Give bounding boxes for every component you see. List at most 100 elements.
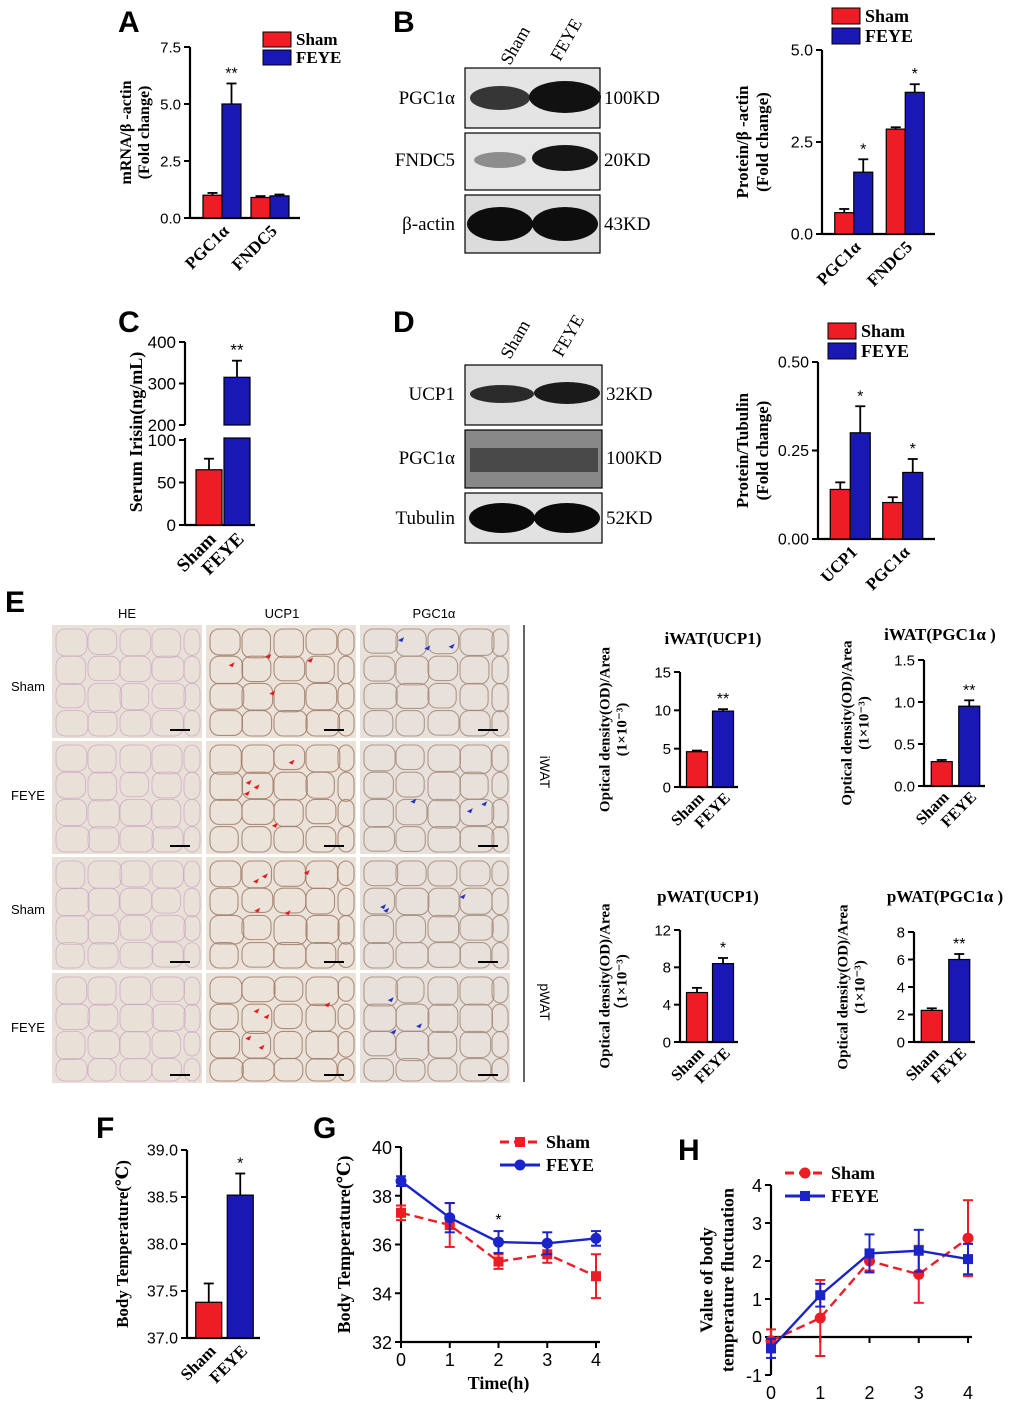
legend-d-feye-label: FEYE (861, 341, 909, 361)
significance-marker: ** (225, 65, 237, 82)
adipocyte-cell (273, 1003, 303, 1030)
adipocyte-cell (305, 1058, 338, 1082)
x-category-label: PGC1α (862, 542, 914, 594)
adipocyte-cell (209, 1058, 244, 1082)
adipocyte-cell (183, 860, 201, 888)
y-tick-label: 2.5 (791, 135, 813, 152)
x-tick-label: 4 (963, 1383, 973, 1403)
adipocyte-cell (87, 942, 119, 969)
panel-letter-a: A (118, 6, 140, 39)
adipocyte-cell (337, 860, 355, 887)
blot-b-size-row-3: 43KD (604, 214, 650, 235)
bar-group-2 (958, 705, 981, 787)
x-tick-label: 4 (591, 1350, 601, 1370)
adipocyte-cell (395, 655, 430, 686)
arrowhead-icon (269, 690, 276, 696)
adipocyte-cell (151, 628, 181, 658)
adipocyte-cell (151, 1003, 186, 1031)
bar-sham-1 (829, 488, 851, 540)
y-tick-label: 15 (654, 664, 671, 681)
y-tick-label: 1.5 (894, 652, 915, 669)
significance-marker: ** (230, 341, 244, 360)
arrowhead-icon (410, 798, 417, 804)
x-tick-label: 0 (396, 1350, 406, 1370)
bar-sham-1 (202, 194, 223, 219)
legend-g-feye-marker (514, 1159, 526, 1171)
y-tick-label: 2.5 (160, 153, 181, 170)
adipocyte-cell (337, 976, 355, 1002)
adipocyte-cell (151, 744, 183, 775)
histology-row-label-3: Sham (11, 902, 45, 917)
bar-group-1 (195, 1301, 223, 1339)
adipocyte-cell (395, 744, 425, 771)
panel-letter-f: F (96, 1112, 114, 1145)
blot-b-label-row-1: PGC1α (399, 88, 455, 109)
adipocyte-cell (183, 826, 201, 853)
adipocyte-cell (427, 1058, 458, 1082)
histology-tile-3-3 (360, 857, 510, 970)
arrowhead-icon (263, 1014, 270, 1020)
x-tick-label: 1 (815, 1383, 825, 1403)
x-category-label: PGC1α (181, 221, 233, 273)
adipocyte-cell (119, 915, 152, 941)
adipocyte-cell (273, 976, 304, 1002)
significance-marker: ** (717, 691, 729, 708)
adipocyte-cell (491, 1030, 509, 1058)
blot-d-band-tubulin-sham (469, 503, 535, 533)
adipocyte-cell (151, 826, 184, 853)
arrowhead-icon (466, 808, 473, 814)
arrowhead-icon (459, 893, 466, 899)
x-axis-label: Time(h) (468, 1373, 530, 1394)
adipocyte-cell (119, 628, 152, 657)
legend-g: Sham FEYE (500, 1132, 594, 1175)
adipocyte-cell (363, 976, 399, 1007)
y-tick-label: 0 (663, 779, 671, 796)
adipocyte-cell (491, 771, 509, 799)
chart-title: iWAT(PGC1α ) (884, 625, 996, 644)
significance-marker: ** (953, 936, 965, 953)
data-point (590, 1232, 602, 1244)
adipocyte-cell (305, 655, 335, 684)
adipocyte-cell (395, 1058, 426, 1082)
adipocyte-cell (459, 826, 495, 853)
legend-a-feye-label: FEYE (296, 48, 341, 67)
histology-row-label-2: FEYE (11, 788, 45, 803)
adipocyte-cell (363, 798, 394, 828)
histology-tile-3-1 (52, 857, 202, 970)
adipocyte-cell (337, 942, 355, 969)
adipocyte-cell (151, 683, 187, 709)
significance-marker: * (912, 66, 918, 83)
arrowhead-icon (252, 878, 259, 884)
adipocyte-cell (183, 915, 201, 942)
adipocyte-cell (241, 1003, 273, 1034)
adipocyte-cell (363, 771, 394, 799)
adipocyte-cell (209, 744, 242, 775)
histology-tile-2-3-bg (360, 741, 510, 854)
adipocyte-cell (241, 976, 276, 1003)
adipocyte-cell (305, 798, 337, 825)
adipocyte-cell (337, 1003, 355, 1030)
adipocyte-cell (491, 682, 509, 713)
histology-col-header-he: HE (118, 606, 136, 621)
series-line-sham (400, 1211, 597, 1278)
adipocyte-cell (87, 915, 120, 945)
data-point (493, 1256, 504, 1267)
data-point (591, 1271, 601, 1282)
arrowhead-icon (387, 997, 394, 1003)
adipocyte-cell (491, 826, 509, 853)
data-point (444, 1212, 456, 1224)
adipocyte-cell (183, 1031, 201, 1057)
histology-tile-2-2 (206, 741, 356, 854)
adipocyte-cell (305, 887, 336, 915)
chart-d: 0.00 0.25 0.50 UCP1 PGC1α * * Protein/Tubulin (F… (733, 355, 935, 594)
adipocyte-cell (395, 682, 430, 709)
blot-b-band-pgc1a-feye (529, 81, 601, 113)
y-tick-label: 1.0 (894, 694, 915, 711)
y-tick-label: 37.0 (147, 1331, 178, 1348)
adipocyte-cell (273, 744, 306, 771)
arrowhead-icon (481, 801, 488, 807)
y-tick-label: 12 (654, 922, 671, 939)
